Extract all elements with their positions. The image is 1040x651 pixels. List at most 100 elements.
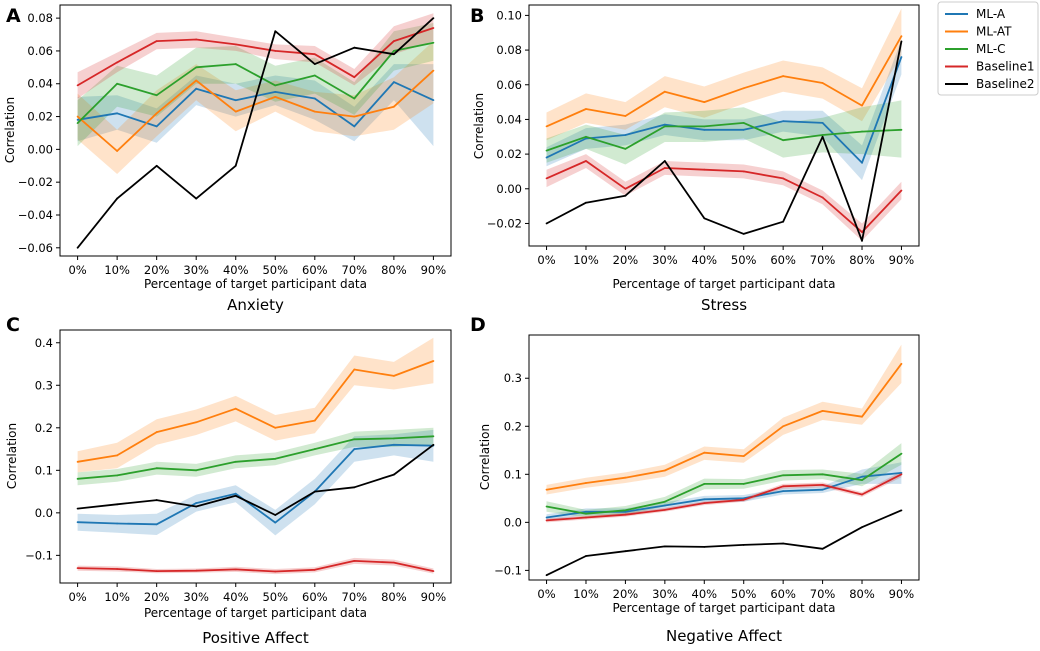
data-point-baseline1	[234, 568, 237, 571]
series-line-baseline1	[546, 160, 903, 234]
data-point-ml-a	[585, 510, 587, 513]
data-point-baseline2	[274, 514, 277, 516]
x-tick-label: 70%	[810, 253, 836, 267]
data-point-ml-a	[861, 161, 863, 164]
x-tick-label: 10%	[573, 253, 599, 267]
confidence-band-ml-at	[546, 344, 902, 495]
data-point-baseline1	[545, 519, 548, 522]
data-point-baseline1	[782, 177, 785, 180]
data-point-baseline1	[585, 160, 587, 162]
y-tick-label: 0.00	[27, 142, 53, 156]
x-tick-label: 70%	[810, 587, 836, 601]
data-point-ml-c	[116, 82, 119, 85]
data-point-ml-c	[782, 139, 785, 142]
x-tick-label: 30%	[652, 587, 678, 601]
series-line-ml-c	[546, 122, 902, 152]
y-tick-label: 0.04	[496, 112, 522, 126]
data-point-ml-a	[313, 97, 316, 100]
data-point-ml-a	[624, 510, 627, 513]
data-point-ml-c	[742, 121, 745, 124]
data-point-baseline1	[116, 568, 119, 570]
legend-label: Baseline1	[976, 60, 1035, 74]
data-point-baseline1	[432, 570, 435, 572]
data-point-baseline1	[116, 61, 119, 64]
data-point-ml-at	[703, 101, 706, 103]
panel-title: Positive Affect	[202, 629, 309, 647]
data-point-ml-at	[432, 69, 435, 72]
x-tick-label: 0%	[68, 263, 86, 277]
x-tick-label: 20%	[613, 587, 639, 601]
legend-label: ML-C	[976, 42, 1006, 56]
x-tick-label: 50%	[262, 590, 288, 604]
confidence-band-baseline1	[546, 154, 902, 241]
data-point-baseline1	[195, 569, 198, 572]
y-tick-label: 0.1	[504, 467, 522, 481]
data-point-ml-c	[703, 125, 706, 128]
data-point-ml-at	[663, 90, 666, 93]
data-point-baseline1	[703, 168, 706, 171]
data-point-ml-at	[195, 421, 198, 424]
y-axis-label: Correlation	[472, 93, 486, 159]
data-point-ml-c	[155, 94, 158, 97]
data-point-baseline1	[624, 187, 627, 190]
x-axis-label: Percentage of target participant data	[144, 277, 367, 291]
y-tick-label: −0.1	[494, 563, 522, 577]
y-tick-label: 0.04	[27, 77, 53, 91]
data-point-baseline1	[353, 76, 356, 79]
y-tick-label: 0.0	[504, 515, 522, 529]
data-point-baseline2	[742, 232, 745, 235]
data-point-baseline2	[76, 507, 79, 510]
data-point-baseline2	[195, 505, 198, 508]
data-point-baseline1	[313, 53, 316, 56]
legend-label: ML-AT	[976, 25, 1012, 39]
data-point-ml-a	[861, 475, 863, 478]
data-point-baseline1	[234, 43, 237, 46]
data-point-ml-a	[234, 99, 237, 102]
data-point-ml-a	[274, 521, 277, 524]
data-point-ml-at	[624, 115, 627, 117]
data-point-ml-c	[663, 125, 666, 128]
data-point-baseline1	[313, 568, 316, 571]
data-point-ml-at	[234, 407, 237, 410]
data-point-baseline1	[624, 513, 627, 516]
data-point-ml-at	[353, 115, 356, 118]
data-point-ml-c	[195, 469, 198, 472]
series-line-ml-c	[546, 452, 902, 515]
data-point-ml-at	[900, 35, 903, 38]
data-point-baseline1	[742, 498, 745, 501]
confidence-band-ml-a	[77, 429, 434, 536]
data-point-ml-at	[392, 375, 395, 377]
data-point-baseline2	[195, 197, 198, 200]
x-tick-label: 10%	[104, 590, 130, 604]
y-tick-label: 0.3	[35, 378, 53, 392]
data-point-ml-a	[742, 128, 745, 131]
y-tick-label: 0.02	[27, 110, 53, 124]
x-tick-label: 50%	[262, 263, 288, 277]
data-point-ml-at	[274, 426, 277, 429]
data-point-baseline1	[900, 473, 903, 476]
x-tick-label: 30%	[183, 263, 209, 277]
y-axis-label: Correlation	[3, 97, 17, 163]
data-point-baseline1	[703, 502, 706, 505]
x-tick-label: 90%	[421, 590, 447, 604]
data-point-baseline2	[585, 555, 587, 557]
confidence-band-ml-at	[546, 8, 902, 141]
data-point-ml-at	[313, 110, 316, 113]
data-point-ml-c	[861, 479, 863, 481]
data-point-ml-c	[155, 467, 158, 470]
data-point-baseline2	[545, 574, 548, 577]
data-point-baseline2	[703, 217, 706, 220]
data-point-baseline1	[861, 231, 863, 234]
data-point-ml-c	[432, 435, 435, 438]
data-point-ml-at	[76, 460, 79, 463]
data-point-ml-at	[900, 362, 903, 365]
data-point-ml-c	[392, 437, 395, 440]
data-point-baseline2	[624, 194, 627, 197]
data-point-ml-at	[234, 110, 237, 113]
y-tick-label: 0.2	[504, 419, 522, 433]
x-tick-label: 80%	[849, 587, 875, 601]
data-point-ml-at	[742, 87, 745, 90]
x-tick-label: 20%	[144, 590, 170, 604]
confidence-band-baseline1	[77, 13, 434, 99]
data-point-ml-at	[76, 115, 79, 118]
